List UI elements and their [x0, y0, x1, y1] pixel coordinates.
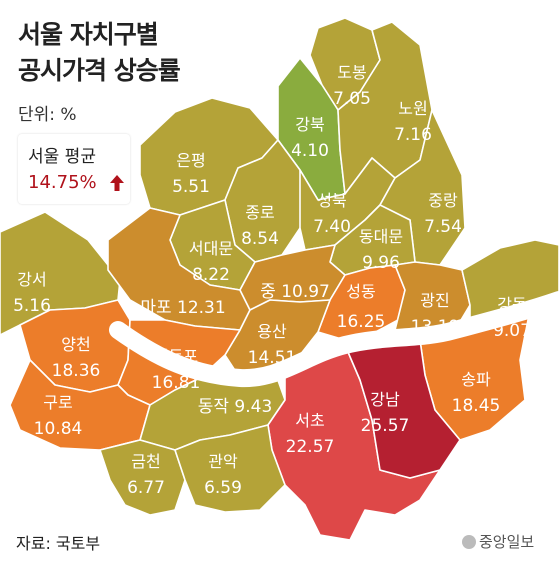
district-name-jungnang: 중랑 [428, 191, 458, 210]
district-region-guro [9, 359, 151, 451]
district-name-yeongdeungpo: 영등포 [154, 347, 198, 366]
district-value-gangdong: 9.07 [493, 321, 531, 341]
district-name-mapo: 마포 [140, 298, 171, 318]
district-name-nowon: 노원 [398, 99, 427, 118]
map-title-line1: 서울 자치구별 [18, 20, 159, 49]
district-value-dobong: 7.05 [333, 89, 371, 109]
district-value-jung: 10.97 [281, 282, 330, 302]
unit-label: 단위: % [18, 105, 77, 125]
district-name-gangbuk: 강북 [295, 115, 324, 134]
district-value-nowon: 7.16 [394, 125, 432, 145]
district-value-gangbuk: 4.10 [291, 141, 329, 161]
publisher-logo: 중앙일보 [462, 531, 534, 552]
district-name-yongsan: 용산 [257, 322, 287, 341]
district-name-songpa: 송파 [461, 370, 491, 389]
district-regions [0, 17, 559, 541]
district-value-guro: 10.84 [34, 419, 83, 439]
district-value-mapo: 12.31 [177, 298, 226, 318]
district-value-seodaemun: 8.22 [192, 265, 230, 285]
district-name-geumcheon: 금천 [131, 452, 160, 471]
district-name-dobong: 도봉 [337, 63, 366, 82]
district-region-gwangjin [394, 261, 471, 341]
district-region-gwanak [174, 424, 286, 513]
district-value-jongno: 8.54 [241, 229, 279, 249]
district-name-seocho: 서초 [295, 411, 324, 430]
district-value-dongjak: 9.43 [234, 397, 272, 417]
district-name-eunpyeong: 은평 [176, 151, 205, 170]
district-value-geumcheon: 6.77 [127, 478, 165, 498]
district-value-seongdong: 16.25 [337, 312, 386, 332]
han-river [109, 291, 559, 388]
district-value-eunpyeong: 5.51 [172, 177, 210, 197]
district-name-seongbuk: 성북 [317, 191, 346, 210]
district-name-seodaemun: 서대문 [189, 239, 233, 258]
logo-mark-icon [462, 535, 476, 549]
district-name-gangseo: 강서 [17, 270, 46, 289]
district-label-dongjak: 동작 9.43 [198, 397, 273, 417]
source-note: 자료: 국토부 [16, 534, 101, 553]
district-value-gwangjin: 13.19 [411, 317, 460, 337]
district-name-yangcheon: 양천 [61, 335, 90, 354]
district-value-gangseo: 5.16 [13, 296, 51, 316]
district-value-yeongdeungpo: 16.81 [152, 373, 201, 393]
average-value: 14.75% [28, 172, 97, 193]
district-value-jungnang: 7.54 [424, 217, 462, 237]
district-value-yongsan: 14.51 [248, 348, 297, 368]
district-value-dongdaemun: 9.96 [362, 253, 400, 273]
district-name-guro: 구로 [43, 393, 72, 412]
average-label: 서울 평균 [28, 147, 96, 167]
district-labels: 도봉 7.05 강북 4.10 노원 7.16 은평 5.51 종로 8.54 성북 7.40 중랑 7.… [13, 63, 531, 498]
district-value-songpa: 18.45 [452, 396, 501, 416]
district-label-jung: 중 10.97 [260, 282, 330, 302]
district-label-mapo: 마포 12.31 [140, 298, 225, 318]
district-region-geumcheon [99, 439, 186, 516]
logo-text: 중앙일보 [479, 533, 535, 551]
district-name-gwanak: 관악 [208, 452, 238, 471]
district-name-jung: 중 [260, 282, 276, 302]
up-arrow-icon [110, 175, 124, 191]
district-name-gangnam: 강남 [370, 390, 400, 409]
district-value-seongbuk: 7.40 [313, 217, 351, 237]
district-value-yangcheon: 18.36 [52, 361, 101, 381]
district-name-dongjak: 동작 [198, 397, 230, 417]
district-name-seongdong: 성동 [346, 282, 375, 301]
seoul-average-box: 서울 평균 14.75% [18, 134, 130, 204]
district-name-gangdong: 강동 [497, 295, 526, 314]
district-name-jongno: 종로 [245, 203, 274, 222]
district-value-gwanak: 6.59 [204, 478, 242, 498]
district-name-dongdaemun: 동대문 [359, 227, 403, 246]
district-name-gwangjin: 광진 [420, 291, 449, 310]
district-value-gangnam: 25.57 [361, 416, 410, 436]
district-value-seocho: 22.57 [286, 437, 335, 457]
map-title-line2: 공시가격 상승률 [18, 56, 181, 85]
